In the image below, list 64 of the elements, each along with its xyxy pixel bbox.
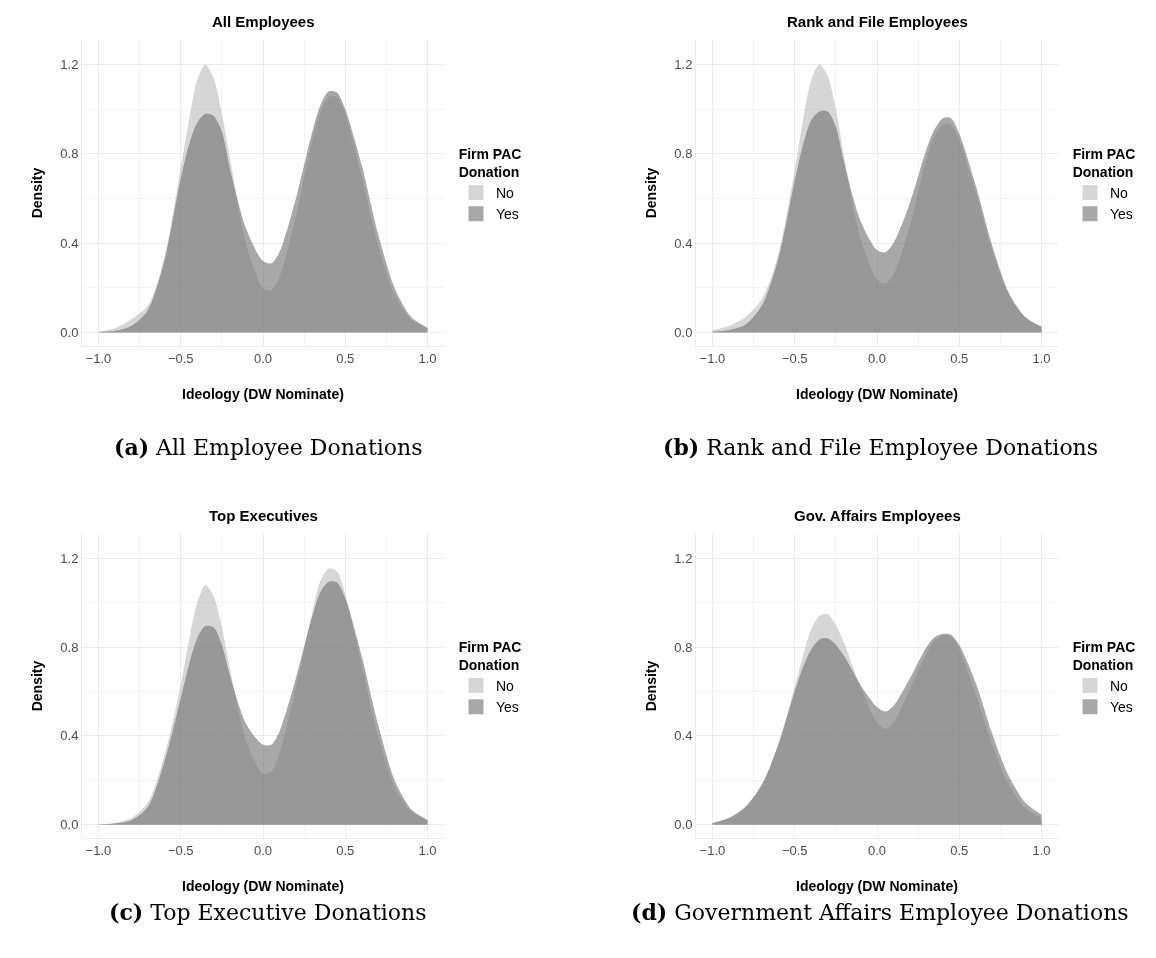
- y-tick-label: 0.4: [60, 728, 79, 744]
- y-tick-label: 0.4: [674, 235, 693, 251]
- y-axis-title: Density: [28, 660, 45, 712]
- x-tick-label: 0.0: [253, 350, 273, 366]
- text: (b) Rank and File Employee Donations: [663, 434, 1099, 460]
- x-tick-label: 0.0: [867, 842, 887, 858]
- x-tick-label: −1.0: [85, 350, 112, 366]
- x-axis-title: Ideology (DW Nominate): [182, 385, 344, 402]
- y-tick-label: 0.4: [60, 235, 79, 251]
- y-tick-label: 0.8: [60, 639, 79, 655]
- y-tick-label: 1.2: [60, 550, 79, 566]
- legend-title: Firm PAC Donation: [458, 145, 522, 180]
- y-tick-label: 0.0: [674, 817, 693, 833]
- x-tick-label: −1.0: [85, 842, 112, 858]
- x-tick-label: −0.5: [781, 350, 808, 366]
- legend-title: Firm PAC Donation: [1072, 638, 1136, 673]
- y-tick-label: 0.0: [674, 325, 693, 341]
- text: (a) All Employee Donations: [114, 434, 423, 460]
- x-axis-title: Ideology (DW Nominate): [182, 877, 344, 894]
- legend-label: Yes: [496, 699, 519, 716]
- legend-label: No: [496, 677, 515, 694]
- x-tick-label: −1.0: [699, 350, 726, 366]
- legend-title: Firm PAC Donation: [458, 638, 522, 673]
- x-tick-label: 1.0: [418, 350, 437, 366]
- legend-label: No: [1110, 677, 1129, 694]
- x-axis-title: Ideology (DW Nominate): [796, 877, 958, 894]
- x-tick-label: 0.5: [336, 842, 355, 858]
- y-tick-label: 0.8: [674, 639, 693, 655]
- y-axis-title: Density: [642, 167, 659, 219]
- x-tick-label: −1.0: [699, 842, 726, 858]
- x-tick-label: −0.5: [167, 350, 194, 366]
- y-tick-label: 0.0: [60, 817, 79, 833]
- x-tick-label: 1.0: [418, 842, 437, 858]
- chart-title: All Employees: [212, 13, 315, 30]
- legend-label: No: [496, 184, 515, 201]
- x-tick-label: 0.5: [950, 350, 969, 366]
- y-tick-label: 0.8: [674, 146, 693, 162]
- chart-title: Gov. Affairs Employees: [794, 507, 961, 524]
- text: (d) Government Affairs Employee Donations: [631, 899, 1129, 925]
- legend-label: Yes: [1110, 206, 1133, 223]
- y-tick-label: 1.2: [60, 57, 79, 73]
- y-tick-label: 1.2: [674, 550, 693, 566]
- x-tick-label: 1.0: [1032, 350, 1051, 366]
- y-axis-title: Density: [28, 167, 45, 219]
- text: (c) Top Executive Donations: [109, 899, 427, 925]
- y-tick-label: 1.2: [674, 57, 693, 73]
- chart-title: Rank and File Employees: [787, 13, 968, 30]
- legend-label: Yes: [1110, 699, 1133, 716]
- y-axis-title: Density: [642, 660, 659, 712]
- x-tick-label: 1.0: [1032, 842, 1051, 858]
- legend-label: No: [1110, 184, 1129, 201]
- legend-title: Firm PAC Donation: [1072, 145, 1136, 180]
- x-tick-label: 0.5: [336, 350, 355, 366]
- y-tick-label: 0.8: [60, 146, 79, 162]
- x-tick-label: 0.0: [253, 842, 273, 858]
- x-tick-label: −0.5: [781, 842, 808, 858]
- chart-title: Top Executives: [209, 507, 318, 524]
- x-tick-label: 0.0: [867, 350, 887, 366]
- x-tick-label: −0.5: [167, 842, 194, 858]
- y-tick-label: 0.0: [60, 325, 79, 341]
- x-tick-label: 0.5: [950, 842, 969, 858]
- legend-label: Yes: [496, 206, 519, 223]
- y-tick-label: 0.4: [674, 728, 693, 744]
- x-axis-title: Ideology (DW Nominate): [796, 385, 958, 402]
